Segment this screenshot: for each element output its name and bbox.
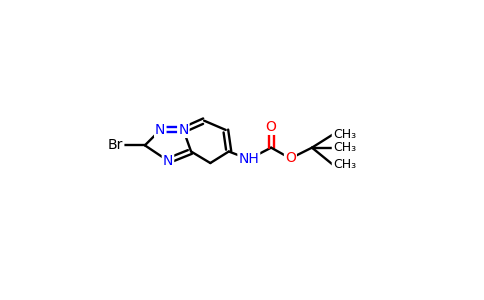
Text: CH₃: CH₃ (333, 158, 356, 171)
Text: N: N (163, 154, 173, 168)
Text: N: N (155, 123, 166, 137)
Text: NH: NH (239, 152, 259, 166)
Text: O: O (266, 120, 276, 134)
Text: CH₃: CH₃ (333, 128, 356, 141)
Text: CH₃: CH₃ (333, 141, 356, 154)
Text: O: O (285, 152, 296, 165)
Text: Br: Br (108, 138, 123, 152)
Text: N: N (178, 123, 189, 137)
